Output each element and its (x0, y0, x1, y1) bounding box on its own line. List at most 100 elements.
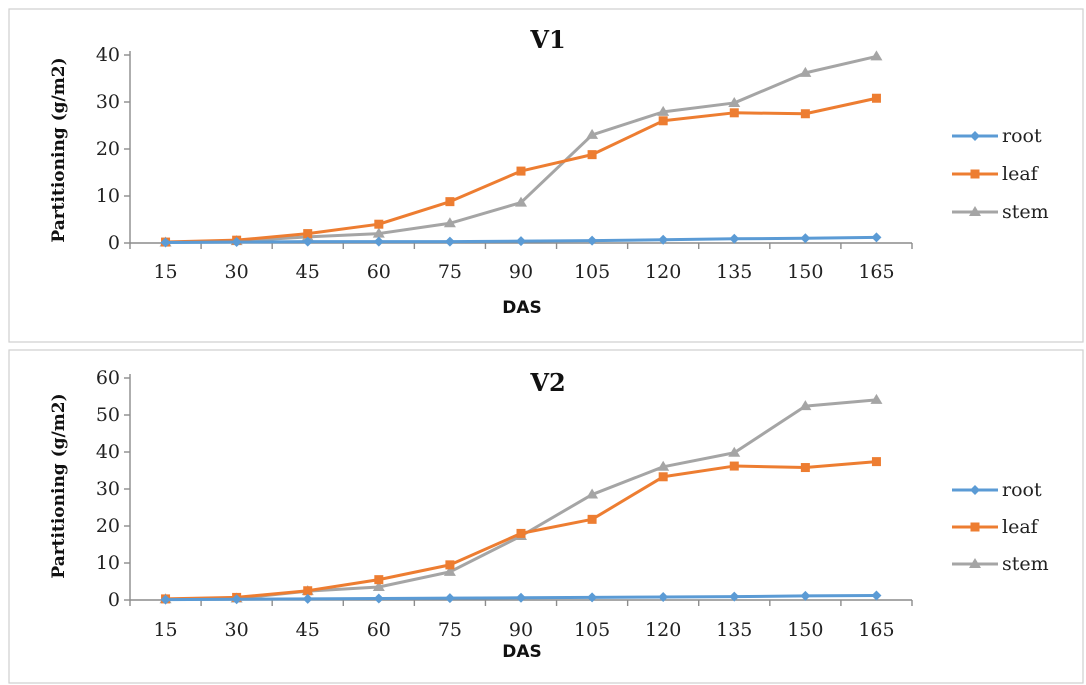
chart-v1-series-stem-point (799, 66, 812, 77)
chart-v2-y-tick-label: 60 (96, 367, 120, 389)
chart-v1-series-root-point (444, 236, 455, 247)
chart-v2-legend-stem-marker (969, 558, 981, 568)
chart-v2-series-leaf-point (374, 575, 384, 585)
chart-v1-series-leaf-point (871, 93, 881, 103)
chart-v1-series-root-point (160, 237, 171, 248)
chart-v2-legend-root-marker (970, 485, 980, 495)
chart-v2-x-tick-label: 75 (438, 619, 462, 641)
chart-v1-legend-stem-marker (969, 206, 981, 216)
chart-v2-y-tick-label: 50 (96, 404, 120, 426)
chart-v2-series-root-point (658, 592, 669, 603)
chart-v1-series-leaf-point (587, 150, 597, 160)
chart-v1-series-root-point (871, 232, 882, 243)
chart-v1-series-leaf-point (800, 109, 810, 119)
chart-v1-series-root-point (516, 236, 526, 247)
chart-v1-frame (8, 8, 1084, 343)
chart-v2-legend-leaf-label: leaf (1002, 516, 1040, 538)
chart-v2-series-stem-point (586, 488, 599, 499)
chart-v2-series-root-point (373, 593, 384, 604)
chart-v2-series-root-point (800, 590, 811, 601)
chart-v2-x-tick-label: 30 (225, 619, 249, 641)
chart-v2-y-tick-label: 30 (96, 478, 120, 500)
chart-v1-y-tick-label: 10 (96, 185, 120, 207)
chart-v1-series-root-point (302, 236, 313, 247)
chart-v2-series-stem-point (372, 581, 385, 592)
chart-v2-series-stem-point (799, 400, 812, 411)
chart-v2-series-leaf-point (800, 463, 810, 473)
chart-v1-series-stem-point (586, 128, 599, 139)
chart-v1-series-stem-point (657, 105, 670, 116)
chart-v1-y-axis-label: Partitioning (g/m2) (49, 57, 69, 242)
chart-v2-series-root-point (729, 591, 740, 602)
chart-v2-x-tick-label: 15 (153, 619, 177, 641)
chart-v2-y-tick-label: 40 (96, 441, 120, 463)
chart-v2-svg: V2 Partitioning (g/m2) DAS 0 10 20 30 40 50 60… (8, 349, 1084, 684)
chart-v1-plot-area: 0 10 20 30 40 15 30 45 60 75 90 105 120 135 150 165 (96, 44, 913, 283)
chart-v2-y-axis-label: Partitioning (g/m2) (49, 393, 69, 578)
chart-v1-series-root-point (587, 235, 598, 246)
chart-v1-x-tick-label: 120 (645, 261, 681, 283)
chart-v1-legend-stem-label: stem (1002, 201, 1049, 223)
chart-v1-series-stem-point (515, 196, 527, 207)
chart-v2-frame (8, 349, 1084, 684)
chart-panel-v1: V1 Partitioning (g/m2) DAS 0 10 20 30 40 15 30… (8, 8, 1084, 343)
chart-v2-x-tick-label: 150 (787, 619, 823, 641)
chart-v1-series-root-point (231, 237, 242, 248)
chart-v2-series-root-point (871, 590, 882, 601)
chart-v1-x-tick-label: 105 (574, 261, 610, 283)
chart-v1-series-stem-point (728, 96, 741, 107)
chart-v2-series-stem-point (870, 393, 883, 404)
chart-v2-legend-stem-label: stem (1002, 553, 1049, 575)
chart-v2-y-tick-label: 20 (96, 515, 120, 537)
chart-v1-series-stem-point (372, 227, 385, 238)
chart-v2-x-axis-label: DAS (502, 642, 542, 662)
chart-v1-y-tick-label: 0 (108, 232, 120, 254)
chart-v2-series-leaf-point (658, 472, 668, 482)
chart-v2-x-tick-label: 90 (509, 619, 533, 641)
chart-v1-series-leaf-point (303, 229, 313, 239)
chart-v1-legend-root-marker (970, 131, 980, 141)
chart-v1-legend: root leaf stem (952, 125, 1049, 223)
chart-v1-x-tick-label: 60 (367, 261, 391, 283)
chart-v1-series-root-point (800, 233, 811, 244)
chart-v2-x-tick-label: 45 (296, 619, 320, 641)
chart-v1-title: V1 (529, 25, 565, 54)
chart-v2-x-tick-label: 135 (716, 619, 752, 641)
chart-v1-series-root-point (729, 233, 740, 244)
chart-v2-series-leaf-point (516, 528, 526, 538)
chart-v2-plot-area: 0 10 20 30 40 50 60 15 30 45 60 75 90 105 120 135 150 165 (96, 367, 913, 641)
chart-panel-v2: V2 Partitioning (g/m2) DAS 0 10 20 30 40 50 60… (0, 348, 1086, 685)
chart-v1-svg: V1 Partitioning (g/m2) DAS 0 10 20 30 40 15 30… (8, 8, 1084, 343)
chart-v2-series-stem-point (728, 446, 741, 457)
chart-v2-legend-leaf-marker (970, 522, 980, 532)
chart-v2-series-leaf-point (445, 560, 455, 570)
chart-v1-x-tick-label: 15 (153, 261, 177, 283)
chart-v1-series-stem-point (443, 217, 456, 228)
chart-v1-series-leaf-point (374, 219, 384, 229)
chart-v2-series-leaf-point (871, 457, 881, 467)
chart-v2-series-root-point (516, 592, 526, 603)
chart-v2-series-stem-point (657, 460, 670, 471)
chart-v1-x-axis-label: DAS (502, 298, 542, 318)
chart-v1-x-tick-label: 75 (438, 261, 462, 283)
chart-v2-series-root-point (444, 593, 455, 604)
chart-v2-legend: root leaf stem (952, 479, 1049, 575)
chart-v2-x-tick-label: 120 (645, 619, 681, 641)
chart-v1-x-tick-label: 30 (225, 261, 249, 283)
chart-v2-series-root-point (231, 594, 242, 605)
chart-v2-series-root-point (160, 594, 171, 605)
chart-v1-series-root-point (373, 236, 384, 247)
chart-v2-x-tick-label: 105 (574, 619, 610, 641)
chart-v1-y-tick-label: 40 (96, 44, 120, 66)
chart-v2-series-root-point (302, 593, 313, 604)
chart-v1-series-leaf-point (445, 197, 455, 207)
chart-v2-title: V2 (529, 368, 565, 397)
chart-v1-y-tick-label: 30 (96, 91, 120, 113)
chart-v2-series-stem-point (443, 565, 456, 576)
chart-v1-x-tick-label: 90 (509, 261, 533, 283)
chart-v1-x-tick-label: 165 (858, 261, 894, 283)
chart-v1-x-tick-label: 45 (296, 261, 320, 283)
chart-v1-series-leaf-point (729, 108, 739, 118)
chart-v2-series-root-point (587, 592, 598, 603)
chart-v2-legend-root-label: root (1002, 479, 1042, 501)
